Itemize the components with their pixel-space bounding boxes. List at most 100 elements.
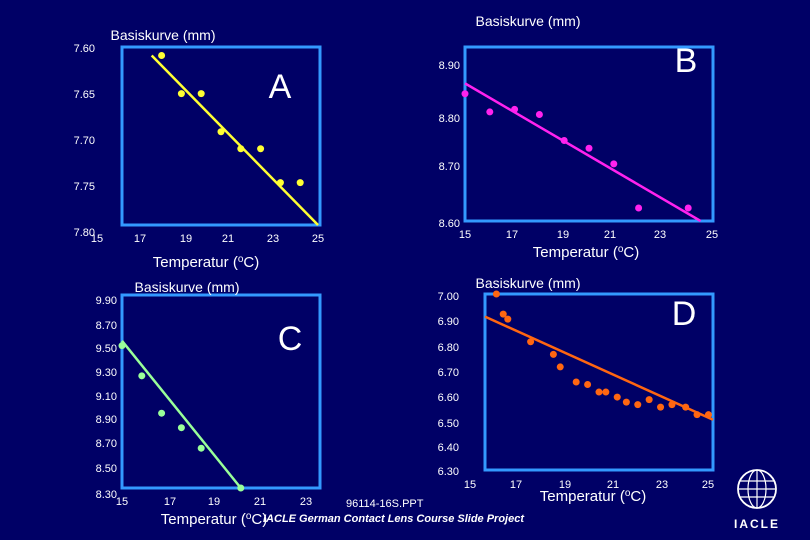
data-point	[704, 411, 712, 419]
chart-frame	[483, 292, 715, 472]
y-tick-label: 7.00	[438, 291, 459, 303]
x-axis-label: Temperatur (oC)	[540, 488, 646, 505]
y-tick-label: 9.50	[96, 343, 117, 355]
data-point	[257, 145, 265, 153]
data-point	[595, 388, 603, 396]
y-tick-label: 8.30	[96, 489, 117, 501]
x-tick-label: 15	[116, 496, 128, 508]
panel-letter: C	[278, 320, 303, 358]
x-tick-label: 21	[254, 496, 266, 508]
y-tick-label: 6.50	[438, 418, 459, 430]
y-tick-label: 9.90	[96, 295, 117, 307]
data-point	[197, 444, 205, 452]
data-point	[158, 409, 166, 417]
x-axis-label: Temperatur (oC)	[153, 254, 259, 271]
x-tick-label: 19	[559, 479, 571, 491]
footer-code: 96114-16S.PPT	[346, 498, 424, 510]
chart-frame	[120, 45, 322, 227]
x-axis-label: Temperatur (oC)	[161, 511, 267, 528]
x-tick-label: 25	[706, 229, 718, 241]
trend-line	[150, 54, 319, 226]
data-point	[504, 315, 512, 323]
data-point	[634, 401, 642, 409]
y-tick-label: 8.90	[439, 60, 460, 72]
trend-line	[464, 82, 702, 223]
y-tick-label: 6.30	[438, 466, 459, 478]
data-point	[602, 388, 610, 396]
y-tick-label: 6.70	[438, 367, 459, 379]
chart-b: Basiskurve (mm) B 8.60 8.70 8.80 8.90 15 17 19 21…	[439, 13, 719, 261]
chart-frame	[120, 293, 322, 490]
logo-text: IACLE	[734, 517, 780, 531]
x-tick-label: 15	[91, 233, 103, 245]
x-tick-label: 21	[222, 233, 234, 245]
data-point	[622, 398, 630, 406]
data-point	[572, 378, 580, 386]
data-point	[693, 411, 701, 419]
data-point	[684, 204, 692, 212]
x-tick-label: 17	[506, 229, 518, 241]
footer-credit: IACLE German Contact Lens Course Slide P…	[263, 513, 525, 525]
data-point	[556, 363, 564, 371]
x-tick-label: 19	[180, 233, 192, 245]
chart-title: Basiskurve (mm)	[110, 27, 215, 43]
data-point	[276, 179, 284, 187]
data-point	[610, 160, 618, 168]
y-tick-label: 8.50	[96, 463, 117, 475]
data-point	[645, 396, 653, 404]
x-tick-label: 23	[267, 233, 279, 245]
panel-letter: A	[269, 68, 292, 106]
y-tick-label: 8.90	[96, 414, 117, 426]
data-point	[158, 51, 166, 59]
trend-line	[121, 340, 242, 489]
data-point	[138, 372, 146, 380]
y-tick-label: 6.60	[438, 392, 459, 404]
trend-line	[484, 315, 714, 421]
x-tick-label: 25	[702, 479, 714, 491]
y-tick-label: 7.80	[74, 227, 95, 239]
x-tick-label: 17	[134, 233, 146, 245]
y-tick-label: 8.70	[96, 320, 117, 332]
data-point	[486, 108, 494, 116]
chart-title: Basiskurve (mm)	[475, 275, 580, 291]
x-axis-label: Temperatur (oC)	[533, 244, 639, 261]
y-tick-label: 8.80	[439, 113, 460, 125]
data-point	[535, 111, 543, 119]
data-point	[237, 484, 245, 492]
data-point	[461, 90, 469, 98]
chart-d: Basiskurve (mm) D 6.30 6.40 6.50 6.60 6.70 6.80…	[438, 275, 715, 505]
y-tick-label: 6.80	[438, 342, 459, 354]
data-point	[197, 90, 205, 98]
panel-letter: B	[675, 42, 698, 80]
y-tick-label: 7.75	[74, 181, 95, 193]
y-tick-label: 7.60	[74, 43, 95, 55]
y-tick-label: 6.90	[438, 316, 459, 328]
data-point	[217, 128, 225, 136]
data-point	[549, 350, 557, 358]
x-tick-label: 23	[300, 496, 312, 508]
y-tick-label: 7.70	[74, 135, 95, 147]
x-tick-label: 15	[464, 479, 476, 491]
data-point	[527, 338, 535, 346]
data-point	[560, 136, 568, 144]
data-point	[682, 403, 690, 411]
y-tick-label: 7.65	[74, 89, 95, 101]
data-point	[585, 144, 593, 152]
panel-letter: D	[672, 295, 697, 333]
x-tick-label: 19	[557, 229, 569, 241]
y-tick-label: 6.40	[438, 442, 459, 454]
y-tick-label: 9.30	[96, 367, 117, 379]
data-point	[296, 179, 304, 187]
data-point	[177, 90, 185, 98]
y-tick-label: 8.70	[96, 438, 117, 450]
data-point	[118, 342, 126, 350]
x-tick-label: 19	[208, 496, 220, 508]
data-point	[511, 105, 519, 113]
y-tick-label: 9.10	[96, 391, 117, 403]
data-point	[584, 381, 592, 389]
chart-title: Basiskurve (mm)	[475, 13, 580, 29]
x-tick-label: 17	[164, 496, 176, 508]
data-point	[492, 290, 500, 298]
